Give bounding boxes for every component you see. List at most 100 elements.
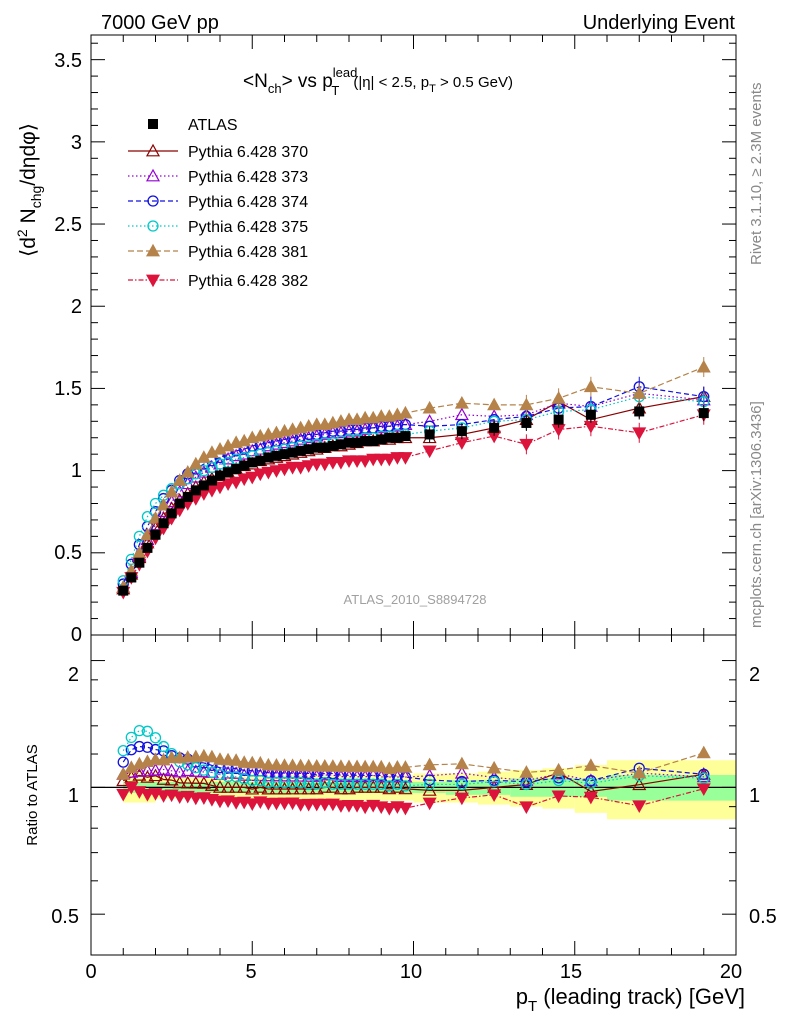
series-point: [519, 438, 534, 452]
ratio-point: [148, 752, 163, 766]
ratio-point: [303, 778, 315, 790]
data-point: [182, 491, 193, 502]
ratio-point: [230, 771, 242, 783]
series-point: [301, 460, 316, 473]
legend-marker: [145, 243, 161, 257]
ratio-point: [520, 778, 533, 791]
ratio-point: [133, 740, 146, 753]
data-point: [206, 475, 217, 486]
data-point: [271, 450, 282, 461]
ratio-point: [391, 778, 404, 790]
legend-label: Pythia 6.428 382: [188, 273, 308, 290]
ratio-point: [221, 752, 236, 766]
legend-label: Pythia 6.428 381: [188, 244, 308, 261]
ratio-point: [456, 775, 468, 788]
series-point: [237, 473, 252, 487]
legend-label: Pythia 6.428 370: [188, 144, 308, 161]
data-point: [295, 445, 306, 456]
ratio-point: [190, 762, 202, 774]
data-point: [553, 414, 564, 425]
series-point: [632, 427, 647, 441]
ratio-point: [164, 763, 179, 777]
data-point: [352, 437, 363, 448]
series-point: [422, 400, 437, 414]
ratio-point: [157, 740, 170, 753]
ratio-point: [456, 778, 468, 791]
ratio-point: [632, 800, 647, 813]
data-point: [344, 437, 354, 448]
ratio-point: [551, 790, 566, 804]
series-point: [214, 458, 226, 470]
ratio-point: [270, 776, 283, 789]
ratio-point: [212, 752, 228, 765]
data-point: [174, 498, 185, 509]
legend-marker: [147, 195, 159, 207]
ratio-point: [358, 801, 373, 815]
ratio-point: [278, 776, 291, 789]
data-point: [239, 460, 250, 471]
ratio-point: [286, 776, 299, 789]
series-point: [221, 478, 236, 492]
rivet-side-text: Rivet 3.1.10, ≥ 2.3M events: [748, 83, 765, 266]
ratio-point: [253, 755, 268, 769]
data-point: [319, 442, 330, 453]
ratio-point: [293, 781, 308, 795]
series-point: [269, 465, 284, 478]
data-point: [190, 485, 201, 496]
ratio-point: [696, 769, 711, 783]
ratio-point: [222, 770, 234, 783]
plot-title: <Nch> vs plead T (|η| < 2.5, pT > 0.5 GeV): [243, 65, 513, 98]
legend-label: Pythia 6.428 373: [188, 169, 308, 186]
ratio-point: [245, 781, 260, 795]
ratio-y-tick-label-right: 2: [749, 664, 760, 686]
y-tick-label: 1: [71, 460, 82, 482]
x-tick-label: 5: [245, 961, 256, 983]
ratio-point: [487, 760, 502, 774]
ratio-point: [269, 781, 284, 795]
series-point: [148, 511, 163, 524]
y-tick-label: 1.5: [54, 378, 82, 400]
data-point: [263, 452, 274, 463]
series-point: [277, 463, 292, 477]
series-point: [632, 386, 647, 399]
data-point: [223, 467, 234, 478]
y-tick-label: 3.5: [54, 50, 82, 72]
data-point: [231, 463, 242, 474]
ratio-point: [204, 749, 219, 763]
ratio-point: [285, 781, 300, 795]
ratio-point: [141, 725, 154, 737]
ratio-series-layer: [116, 724, 711, 816]
ratio-point: [172, 764, 187, 778]
series-point: [253, 468, 268, 482]
series-point: [172, 473, 187, 486]
ratio-point: [319, 776, 331, 789]
series-point: [382, 453, 397, 467]
data-point: [360, 436, 371, 447]
series-point: [454, 395, 469, 409]
ratio-point: [423, 774, 436, 786]
ratio-point: [551, 762, 566, 776]
ratio-point: [172, 791, 187, 804]
ratio-y-tick-label-right: 1: [749, 785, 760, 807]
ratio-point: [519, 765, 534, 778]
ratio-point: [125, 731, 137, 744]
data-point: [698, 408, 709, 419]
series-point: [180, 465, 195, 478]
data-point: [303, 444, 314, 455]
ratio-point: [632, 777, 647, 791]
ratio-point: [246, 774, 258, 787]
x-tick-label: 10: [400, 961, 422, 983]
ratio-point: [117, 745, 129, 757]
series-point: [293, 461, 308, 475]
legend-label: Pythia 6.428 375: [188, 219, 308, 236]
data-point: [424, 429, 435, 440]
data-point: [150, 529, 161, 540]
data-point: [198, 480, 209, 491]
ratio-point: [382, 802, 397, 816]
ratio-point: [488, 776, 500, 788]
series-point: [245, 471, 260, 485]
data-point: [634, 406, 645, 417]
series-point: [696, 359, 711, 373]
ratio-point: [487, 789, 502, 803]
ratio-point: [294, 776, 307, 789]
